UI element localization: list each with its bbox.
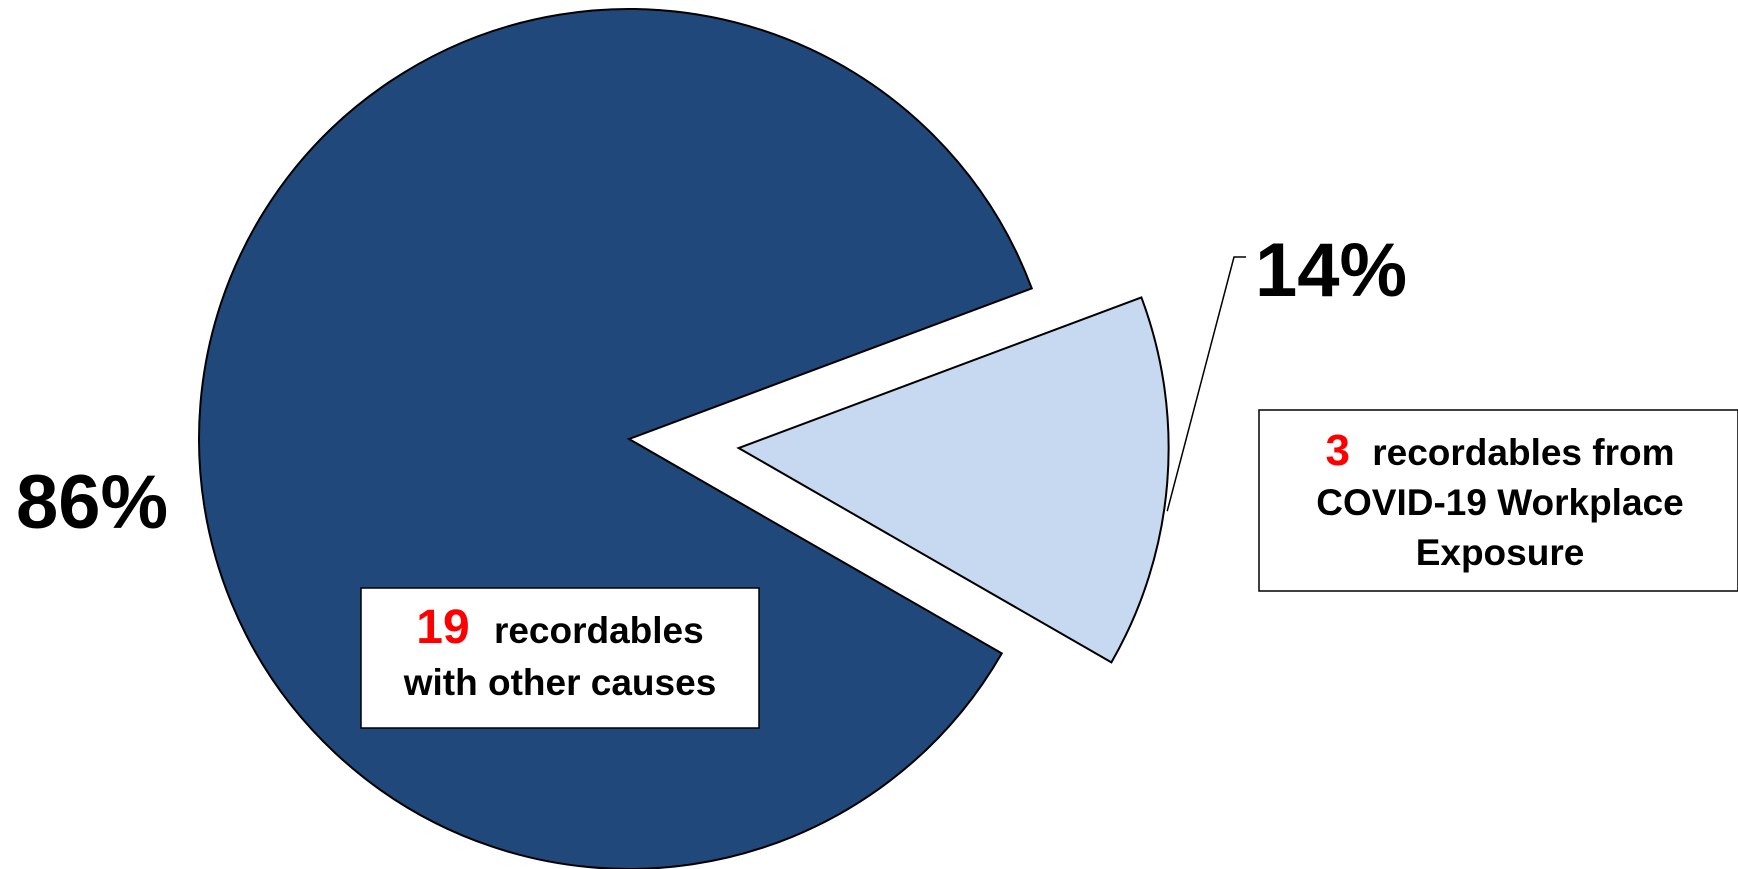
- label-line-2-covid-exposure: COVID-19 Workplace: [1316, 482, 1683, 523]
- label-line-1-other-causes: recordables: [494, 610, 704, 651]
- svg-text:19 recordables: 19 recordables: [416, 601, 703, 654]
- data-label-box-other-causes: 19 recordables with other causes: [360, 587, 760, 729]
- label-line-3-covid-exposure: Exposure: [1416, 532, 1585, 573]
- leader-line: [1166, 256, 1246, 512]
- count-other-causes: 19: [416, 601, 469, 654]
- pie-slice-covid-exposure: [736, 296, 1170, 664]
- label-line-2-other-causes: with other causes: [403, 662, 717, 703]
- label-line-1-covid-exposure: recordables from: [1372, 432, 1674, 473]
- data-label-box-covid-exposure: 3 recordables from COVID-19 Workplace Ex…: [1258, 409, 1738, 592]
- count-covid-exposure: 3: [1325, 426, 1349, 475]
- percent-label-covid-exposure: 14%: [1255, 228, 1407, 313]
- percent-label-other-causes: 86%: [16, 460, 168, 545]
- svg-text:3 recordables from: 3 recordables from: [1325, 426, 1674, 475]
